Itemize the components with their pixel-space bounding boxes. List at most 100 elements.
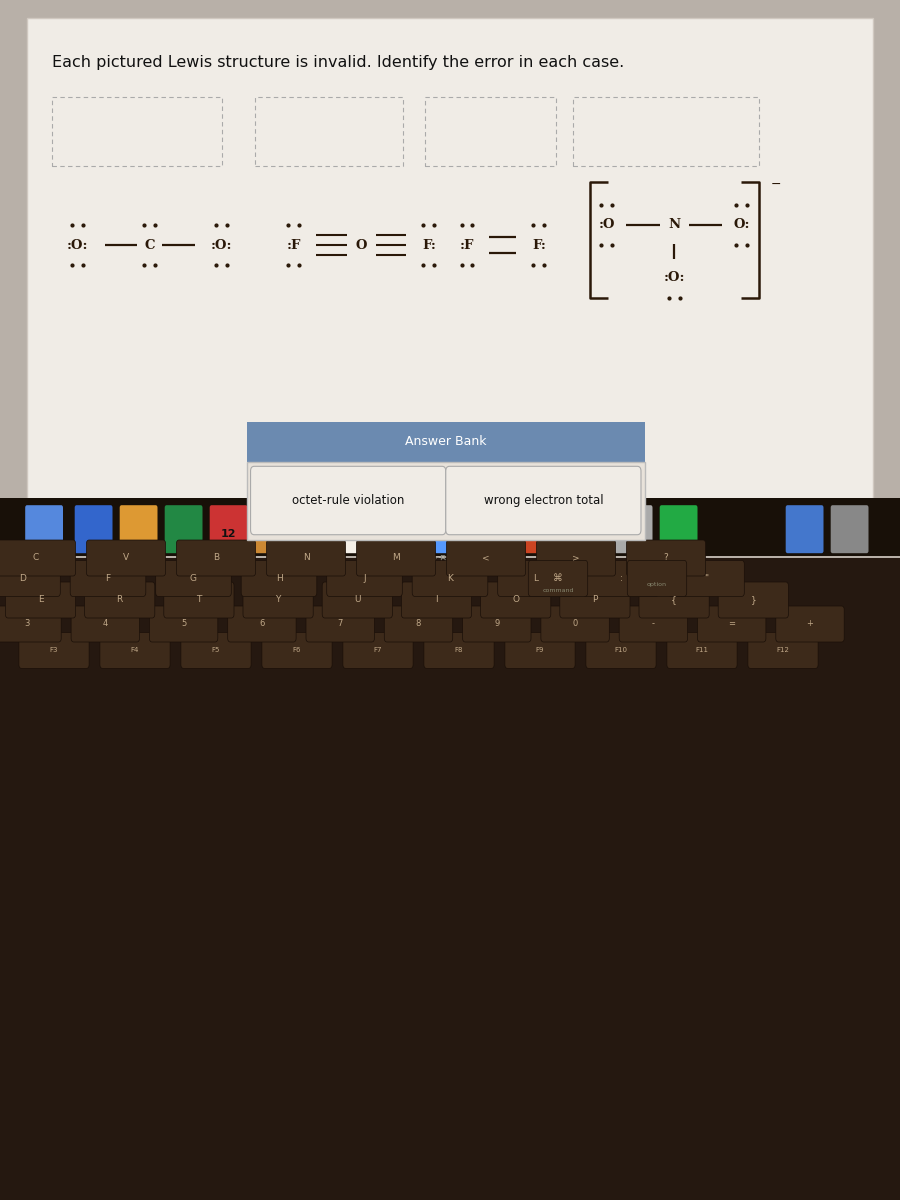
FancyBboxPatch shape xyxy=(0,552,900,1200)
Text: R: R xyxy=(117,595,122,605)
Text: N: N xyxy=(302,553,310,563)
FancyBboxPatch shape xyxy=(266,540,346,576)
FancyBboxPatch shape xyxy=(667,632,737,668)
Text: <: < xyxy=(482,553,490,563)
FancyBboxPatch shape xyxy=(300,505,338,553)
Text: F11: F11 xyxy=(696,647,708,653)
FancyBboxPatch shape xyxy=(356,540,436,576)
FancyBboxPatch shape xyxy=(424,632,494,668)
FancyBboxPatch shape xyxy=(85,582,155,618)
FancyBboxPatch shape xyxy=(0,498,900,556)
FancyBboxPatch shape xyxy=(463,606,531,642)
FancyBboxPatch shape xyxy=(241,560,317,596)
Text: O: O xyxy=(356,239,367,252)
FancyBboxPatch shape xyxy=(619,606,688,642)
FancyBboxPatch shape xyxy=(176,540,256,576)
Text: C: C xyxy=(33,553,39,563)
Text: F8: F8 xyxy=(454,647,464,653)
Text: option: option xyxy=(647,582,667,587)
Text: octet-rule violation: octet-rule violation xyxy=(292,494,404,508)
Text: F7: F7 xyxy=(374,647,382,653)
Text: :O:: :O: xyxy=(663,271,685,284)
FancyBboxPatch shape xyxy=(583,560,659,596)
FancyBboxPatch shape xyxy=(390,505,428,553)
Text: F4: F4 xyxy=(130,647,140,653)
Text: −: − xyxy=(770,178,781,191)
Text: C: C xyxy=(144,239,155,252)
Text: wrong electron total: wrong electron total xyxy=(483,494,603,508)
FancyBboxPatch shape xyxy=(412,560,488,596)
Text: 9: 9 xyxy=(494,619,500,629)
FancyBboxPatch shape xyxy=(481,582,551,618)
FancyBboxPatch shape xyxy=(718,582,788,618)
FancyBboxPatch shape xyxy=(120,505,158,553)
Text: MacBook Air: MacBook Air xyxy=(419,556,481,565)
FancyBboxPatch shape xyxy=(27,18,873,546)
Text: 5: 5 xyxy=(181,619,186,629)
FancyBboxPatch shape xyxy=(247,422,644,462)
FancyBboxPatch shape xyxy=(247,462,644,540)
FancyBboxPatch shape xyxy=(210,505,248,553)
FancyBboxPatch shape xyxy=(660,505,698,553)
Text: B: B xyxy=(213,553,219,563)
FancyBboxPatch shape xyxy=(525,505,562,553)
FancyBboxPatch shape xyxy=(639,582,709,618)
Text: 7: 7 xyxy=(338,619,343,629)
FancyBboxPatch shape xyxy=(669,560,744,596)
Text: :F: :F xyxy=(460,239,474,252)
Text: I: I xyxy=(436,595,437,605)
FancyBboxPatch shape xyxy=(228,606,296,642)
Text: +: + xyxy=(806,619,814,629)
Text: command: command xyxy=(542,588,574,593)
Text: O:: O: xyxy=(734,218,750,232)
Text: F12: F12 xyxy=(777,647,789,653)
FancyBboxPatch shape xyxy=(446,540,526,576)
FancyBboxPatch shape xyxy=(19,632,89,668)
Text: :: : xyxy=(619,574,623,583)
FancyBboxPatch shape xyxy=(528,560,588,596)
Text: F: F xyxy=(105,574,111,583)
FancyBboxPatch shape xyxy=(0,560,60,596)
FancyBboxPatch shape xyxy=(345,505,382,553)
Text: V: V xyxy=(123,553,129,563)
Text: F9: F9 xyxy=(536,647,544,653)
Text: J: J xyxy=(364,574,365,583)
FancyBboxPatch shape xyxy=(0,0,900,558)
Text: :F: :F xyxy=(286,239,301,252)
Text: ⌘: ⌘ xyxy=(554,574,562,583)
Text: :O:: :O: xyxy=(211,239,232,252)
Text: F:: F: xyxy=(532,239,545,252)
Text: F5: F5 xyxy=(212,647,220,653)
FancyBboxPatch shape xyxy=(86,540,166,576)
FancyBboxPatch shape xyxy=(71,606,140,642)
Text: >: > xyxy=(572,553,580,563)
FancyBboxPatch shape xyxy=(776,606,844,642)
Text: E: E xyxy=(38,595,43,605)
FancyBboxPatch shape xyxy=(100,632,170,668)
FancyBboxPatch shape xyxy=(401,582,472,618)
FancyBboxPatch shape xyxy=(786,505,824,553)
Text: ?: ? xyxy=(663,553,669,563)
Text: -: - xyxy=(652,619,655,629)
Text: K: K xyxy=(447,574,453,583)
Text: Y: Y xyxy=(275,595,281,605)
Text: P: P xyxy=(592,595,598,605)
FancyBboxPatch shape xyxy=(25,505,63,553)
Text: 8: 8 xyxy=(416,619,421,629)
FancyBboxPatch shape xyxy=(70,560,146,596)
FancyBboxPatch shape xyxy=(327,560,402,596)
FancyBboxPatch shape xyxy=(748,632,818,668)
Text: D: D xyxy=(19,574,26,583)
Text: U: U xyxy=(354,595,361,605)
FancyBboxPatch shape xyxy=(322,582,392,618)
Text: :O:: :O: xyxy=(67,239,88,252)
FancyBboxPatch shape xyxy=(536,540,616,576)
Text: M: M xyxy=(392,553,400,563)
FancyBboxPatch shape xyxy=(75,505,112,553)
FancyBboxPatch shape xyxy=(446,467,641,535)
Text: H: H xyxy=(275,574,283,583)
FancyBboxPatch shape xyxy=(262,632,332,668)
Text: F6: F6 xyxy=(292,647,302,653)
Text: L: L xyxy=(533,574,538,583)
Text: 4: 4 xyxy=(103,619,108,629)
